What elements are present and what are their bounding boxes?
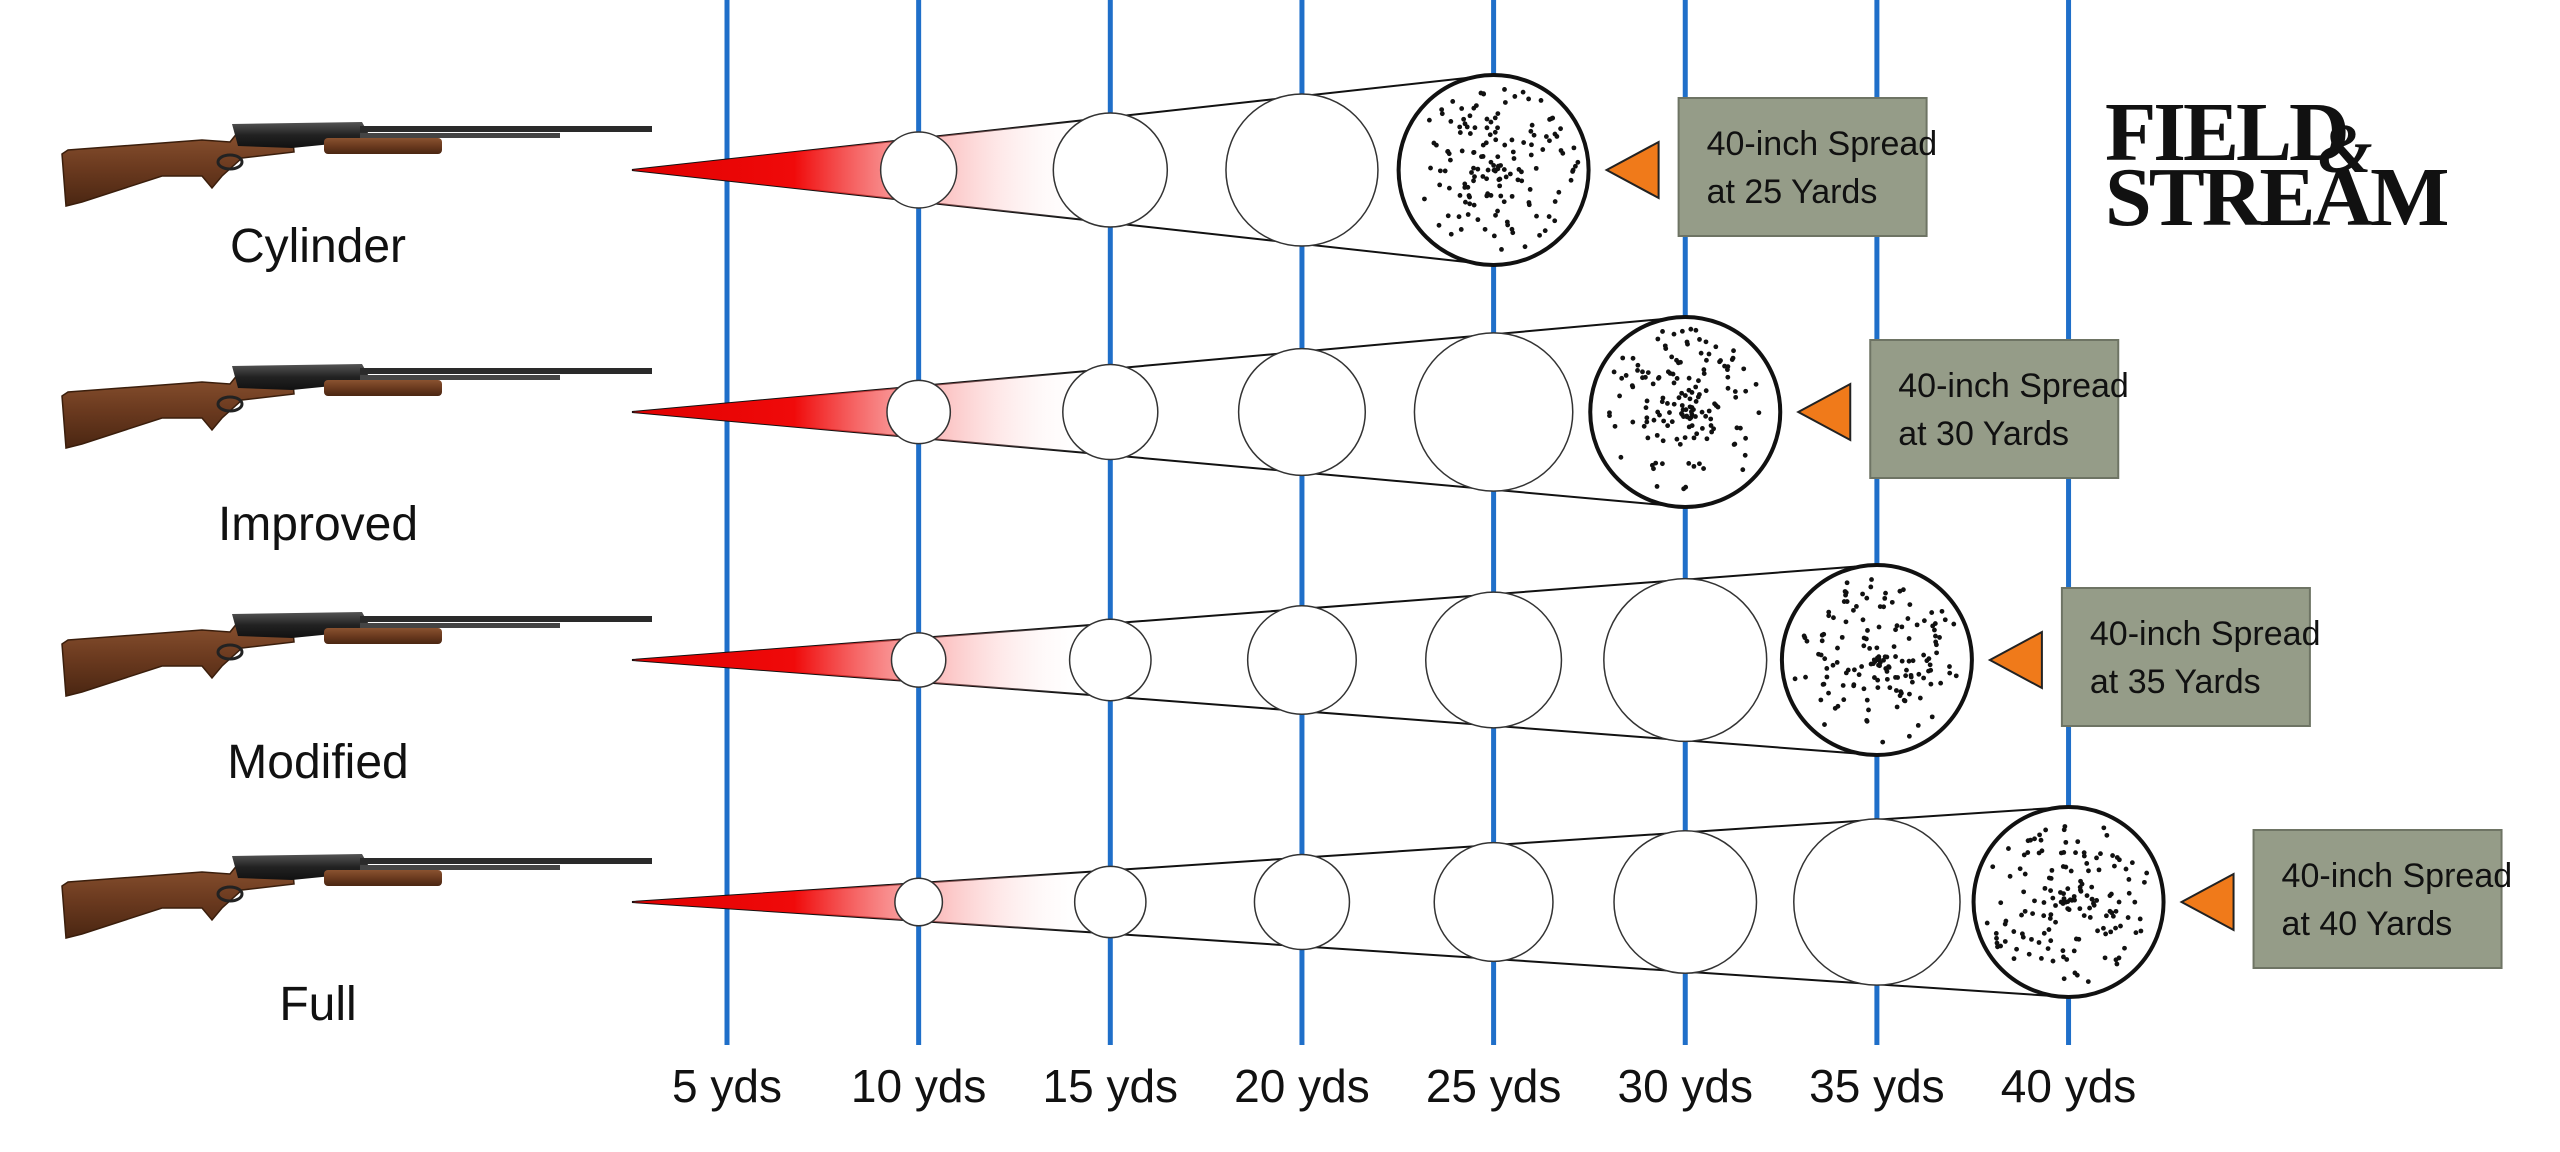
choke-name-label: Cylinder [230, 220, 406, 273]
pellet-pattern [1422, 87, 1581, 252]
choke-row-improved: 40-inch Spread at 30 Yards Improved [61, 315, 2129, 551]
spread-callout-box [1677, 97, 1928, 237]
spread-callout-box [1869, 339, 2120, 479]
spread-callout-line2: at 40 Yards [2282, 905, 2453, 943]
pattern-circle-10-yds [890, 632, 947, 688]
distance-label: 15 yds [1043, 1060, 1179, 1112]
choke-row-cylinder: 40-inch Spread at 25 Yards Cylinder [61, 73, 1938, 273]
pattern-circle-20-yds [1225, 93, 1379, 247]
spread-callout-line2: at 30 Yards [1898, 415, 2069, 453]
choke-name-label: Full [279, 978, 356, 1031]
shotgun-icon [61, 364, 652, 449]
choke-name-label: Improved [218, 498, 418, 551]
pattern-circle-20-yds [1246, 604, 1357, 716]
pattern-circle-15-yds [1073, 865, 1147, 939]
spread-callout-line1: 40-inch Spread [1707, 125, 1938, 163]
logo-line1: FIELD [2105, 86, 2347, 179]
pellet-pattern [1984, 824, 2150, 985]
pattern-circle-15-yds [1062, 363, 1159, 461]
logo-line2: STREAM [2105, 151, 2447, 244]
spread-callout-line2: at 25 Yards [1707, 173, 1878, 211]
spread-callout-line1: 40-inch Spread [2282, 857, 2513, 895]
pattern-circle-30-yds [1613, 830, 1758, 974]
field-and-stream-logo: FIELD & STREAM [2105, 86, 2450, 244]
spread-callout-box [2060, 587, 2311, 727]
pattern-circle-15-yds [1052, 112, 1169, 228]
pellet-pattern [1792, 577, 1959, 745]
spread-pattern-circle [1588, 315, 1783, 509]
shotgun-icon [61, 854, 652, 939]
pellet-pattern [1607, 326, 1762, 492]
distance-label: 5 yds [672, 1060, 782, 1112]
distance-label: 20 yds [1234, 1060, 1370, 1112]
pattern-circle-10-yds [879, 131, 958, 209]
shot-cone-fill [632, 317, 1686, 507]
distance-label: 35 yds [1809, 1060, 1945, 1112]
pattern-circle-20-yds [1253, 853, 1351, 951]
spread-arrow-icon [1987, 630, 2043, 690]
spread-arrow-icon [2179, 872, 2235, 932]
spread-callout-line1: 40-inch Spread [2090, 615, 2321, 653]
pattern-circle-25-yds [1413, 332, 1574, 492]
pattern-circle-10-yds [894, 877, 944, 927]
distance-label: 40 yds [2001, 1060, 2137, 1112]
spread-arrow-icon [1796, 382, 1852, 442]
pattern-circle-30-yds [1603, 577, 1768, 743]
distance-axis-labels: 5 yds 10 yds 15 yds 20 yds 25 yds 30 yds 35 yd… [672, 1060, 2136, 1112]
spread-callout-box [2252, 829, 2503, 969]
shotgun-icon [61, 122, 652, 207]
choke-name-label: Modified [227, 736, 408, 789]
distance-label: 25 yds [1426, 1060, 1562, 1112]
choke-row-modified: 40-inch Spread at 35 Yards Modified [61, 563, 2321, 789]
pattern-circle-20-yds [1237, 347, 1367, 477]
pattern-circle-15-yds [1068, 618, 1152, 702]
spread-callout-line1: 40-inch Spread [1898, 367, 2129, 405]
distance-label: 10 yds [851, 1060, 987, 1112]
pattern-circle-35-yds [1793, 818, 1961, 986]
spread-arrow-icon [1604, 140, 1660, 200]
pattern-circle-25-yds [1433, 841, 1554, 963]
pattern-circle-25-yds [1424, 591, 1563, 729]
pattern-circle-10-yds [886, 379, 952, 445]
logo-ampersand: & [2318, 111, 2372, 188]
spread-callout-line2: at 35 Yards [2090, 663, 2261, 701]
distance-label: 30 yds [1617, 1060, 1753, 1112]
shotgun-icon [61, 612, 652, 697]
choke-row-full: 40-inch Spread at 40 Yards Full [61, 805, 2513, 1031]
